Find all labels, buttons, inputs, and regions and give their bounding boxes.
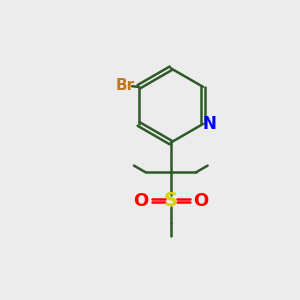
Text: O: O bbox=[133, 191, 148, 209]
Text: S: S bbox=[164, 191, 178, 210]
Text: N: N bbox=[202, 115, 217, 133]
Text: Br: Br bbox=[116, 78, 135, 93]
Text: O: O bbox=[194, 191, 209, 209]
